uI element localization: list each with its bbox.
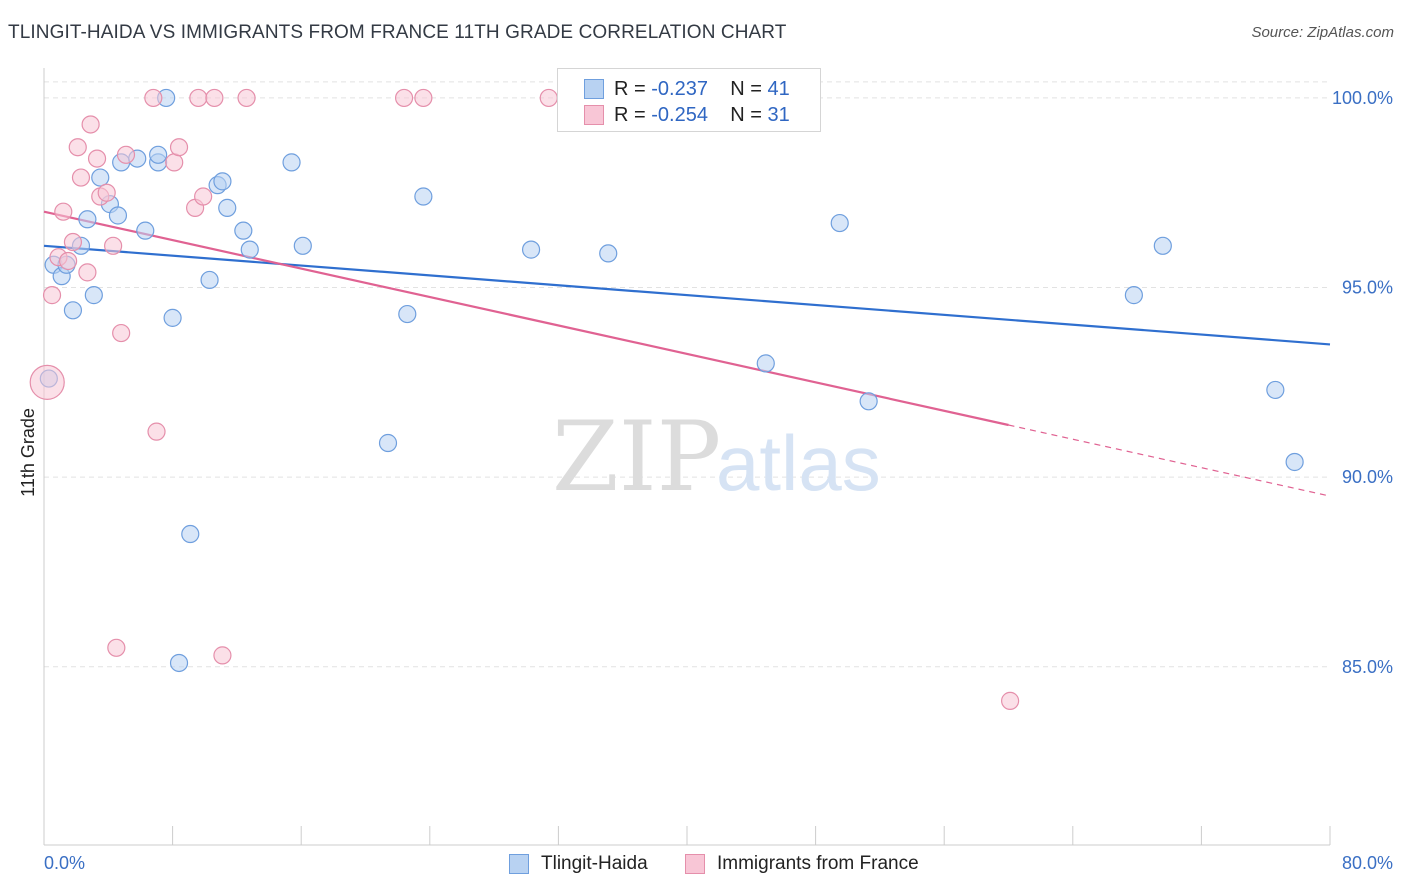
tlingit-point: [149, 145, 168, 164]
france-point: [237, 88, 256, 108]
legend-n-label: N =: [730, 77, 762, 100]
tlingit-point: [1153, 236, 1172, 255]
legend-r-label: R =: [614, 77, 646, 100]
tlingit-point: [213, 172, 232, 191]
france-point: [97, 183, 116, 202]
france-point: [147, 422, 166, 441]
france-point: [116, 145, 136, 164]
y-tick-label: 90.0%: [1342, 467, 1393, 487]
france-swatch: [584, 105, 604, 125]
france-point: [144, 88, 163, 108]
tlingit-point: [414, 187, 433, 206]
axis-layer: [43, 68, 1331, 846]
legend-row-tlingit: R = -0.237 N = 41: [584, 77, 790, 101]
tlingit-point: [378, 433, 398, 453]
france-point: [42, 286, 62, 305]
tlingit-point: [398, 304, 417, 324]
tlingit-legend-label: Tlingit-Haida: [541, 853, 648, 874]
grid-layer: [44, 81, 1330, 668]
tlingit-point: [521, 240, 541, 259]
tlingit-point: [91, 168, 110, 187]
tlingit-swatch: [584, 79, 604, 99]
tlingit-point: [830, 213, 849, 233]
trend-layer: [43, 210, 1331, 497]
legend-r-value: -0.254: [651, 103, 708, 126]
france-point: [107, 638, 126, 657]
legend-n-value: 31: [767, 103, 790, 126]
france-point: [169, 138, 189, 157]
tlingit-point: [63, 301, 83, 320]
bottom-legend-france: Immigrants from France: [685, 852, 919, 876]
tlingit-point: [108, 206, 128, 225]
points-layer: [29, 88, 1304, 710]
tlingit-point: [1285, 452, 1304, 472]
bottom-legend-tlingit: Tlingit-Haida: [509, 852, 648, 876]
france-point: [165, 153, 184, 172]
tlingit-point: [859, 392, 878, 411]
x-tick-label: 80.0%: [1342, 853, 1393, 873]
label-layer: 100.0% 95.0% 90.0% 85.0% 0.0% 80.0% 11th Grade: [18, 88, 1393, 873]
france-point: [59, 251, 78, 271]
france-point: [213, 646, 232, 665]
france-point: [68, 138, 87, 157]
france-point: [539, 88, 558, 108]
france-trend-line-dashed: [1008, 424, 1331, 497]
france-point: [104, 236, 123, 255]
legend-r-value: -0.237: [651, 77, 708, 100]
tlingit-point: [282, 153, 301, 172]
stats-legend: R = -0.237 N = 41 R = -0.254 N = 31: [557, 68, 821, 132]
chart-title: TLINGIT-HAIDA VS IMMIGRANTS FROM FRANCE …: [8, 22, 787, 43]
legend-n-label: N =: [730, 103, 762, 126]
tlingit-point: [78, 210, 97, 229]
x-tick-label: 0.0%: [44, 853, 85, 873]
france-point: [78, 263, 97, 282]
watermark-zip: ZIP: [552, 401, 721, 513]
legend-row-france: R = -0.254 N = 31: [584, 103, 790, 127]
source-label: Source: ZipAtlas.com: [1251, 24, 1394, 41]
tlingit-trend-line: [43, 244, 1331, 346]
france-point: [194, 187, 213, 206]
y-tick-label: 95.0%: [1342, 278, 1393, 298]
tlingit-point: [181, 524, 200, 544]
france-point: [29, 364, 65, 400]
france-point: [71, 168, 91, 187]
france-point: [205, 88, 224, 108]
france-legend-label: Immigrants from France: [717, 853, 919, 874]
tlingit-point: [200, 270, 219, 290]
france-point: [394, 88, 414, 108]
tlingit-point: [1266, 380, 1285, 400]
tlingit-legend-swatch: [509, 854, 529, 874]
y-tick-label: 100.0%: [1332, 88, 1393, 108]
legend-r-label: R =: [614, 103, 646, 126]
tlingit-point: [169, 653, 189, 673]
tlingit-point: [293, 236, 312, 255]
france-point: [54, 202, 73, 221]
tlingit-point: [163, 308, 182, 327]
france-point: [1001, 691, 1020, 710]
legend-n-value: 41: [767, 77, 790, 100]
y-tick-label: 85.0%: [1342, 657, 1393, 677]
france-point: [81, 115, 100, 134]
tlingit-point: [1124, 286, 1143, 305]
tlingit-point: [218, 198, 237, 217]
france-legend-swatch: [685, 854, 705, 874]
france-trend-line: [43, 210, 1009, 427]
tlingit-point: [84, 286, 103, 305]
france-point: [189, 88, 208, 108]
watermark: ZIP atlas: [552, 401, 881, 513]
tlingit-point: [240, 240, 259, 259]
tlingit-point: [756, 354, 775, 373]
france-point: [112, 323, 131, 343]
y-axis-label: 11th Grade: [18, 408, 38, 497]
tlingit-point: [136, 221, 155, 240]
tlingit-point: [234, 221, 253, 240]
watermark-atlas: atlas: [716, 419, 881, 507]
tlingit-point: [599, 244, 618, 263]
france-point: [87, 149, 107, 168]
france-point: [63, 232, 83, 252]
france-point: [414, 88, 433, 108]
